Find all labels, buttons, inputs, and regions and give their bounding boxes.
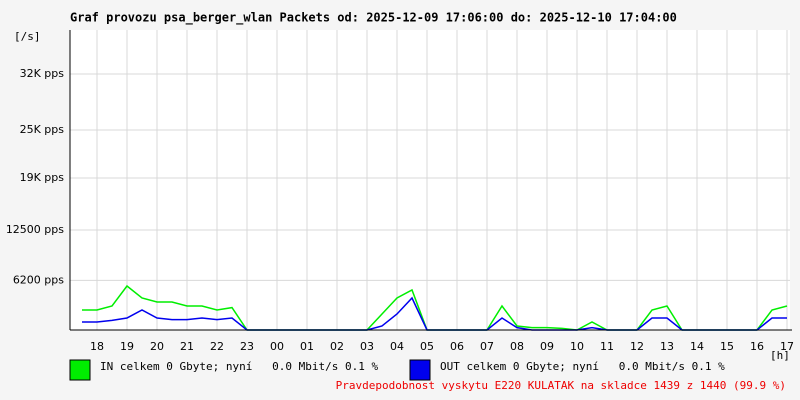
- legend-label: IN celkem 0 Gbyte; nyní 0.0 Mbit/s 0.1 %: [100, 360, 379, 373]
- x-tick-label: 17: [780, 340, 794, 353]
- x-tick-label: 20: [150, 340, 164, 353]
- x-tick-label: 05: [420, 340, 434, 353]
- y-tick-label: 25K pps: [20, 123, 65, 136]
- x-tick-label: 03: [360, 340, 374, 353]
- x-tick-label: 08: [510, 340, 524, 353]
- x-tick-label: 22: [210, 340, 224, 353]
- legend-swatch: [409, 359, 431, 381]
- chart-title: Graf provozu psa_berger_wlan Packets od:…: [70, 11, 677, 26]
- y-tick-label: 19K pps: [20, 171, 65, 184]
- x-tick-label: 04: [390, 340, 404, 353]
- x-tick-label: 12: [630, 340, 644, 353]
- x-tick-label: 06: [450, 340, 464, 353]
- legend-label: OUT celkem 0 Gbyte; nyní 0.0 Mbit/s 0.1 …: [440, 360, 725, 373]
- x-tick-label: 10: [570, 340, 584, 353]
- x-tick-label: 23: [240, 340, 254, 353]
- x-tick-label: 13: [660, 340, 674, 353]
- x-tick-label: 00: [270, 340, 284, 353]
- x-tick-label: 01: [300, 340, 314, 353]
- x-axis-label: [h]: [770, 349, 790, 362]
- grid: [70, 30, 790, 330]
- x-tick-label: 16: [750, 340, 764, 353]
- x-tick-label: 14: [690, 340, 704, 353]
- x-tick-label: 21: [180, 340, 194, 353]
- x-tick-label: 18: [90, 340, 104, 353]
- x-tick-label: 15: [720, 340, 734, 353]
- x-tick-label: 07: [480, 340, 494, 353]
- x-tick-label: 19: [120, 340, 134, 353]
- y-tick-label: 12500 pps: [6, 223, 64, 236]
- x-tick-label: 11: [600, 340, 614, 353]
- x-tick-label: 09: [540, 340, 554, 353]
- y-tick-label: 6200 pps: [13, 273, 64, 286]
- y-tick-label: 32K pps: [20, 67, 65, 80]
- footer-note: Pravdepodobnost vyskytu E220 KULATAK na …: [336, 379, 786, 392]
- legend-swatch: [69, 359, 91, 381]
- x-tick-label: 02: [330, 340, 344, 353]
- plot-area: [70, 30, 790, 330]
- y-axis-label: [/s]: [14, 30, 41, 43]
